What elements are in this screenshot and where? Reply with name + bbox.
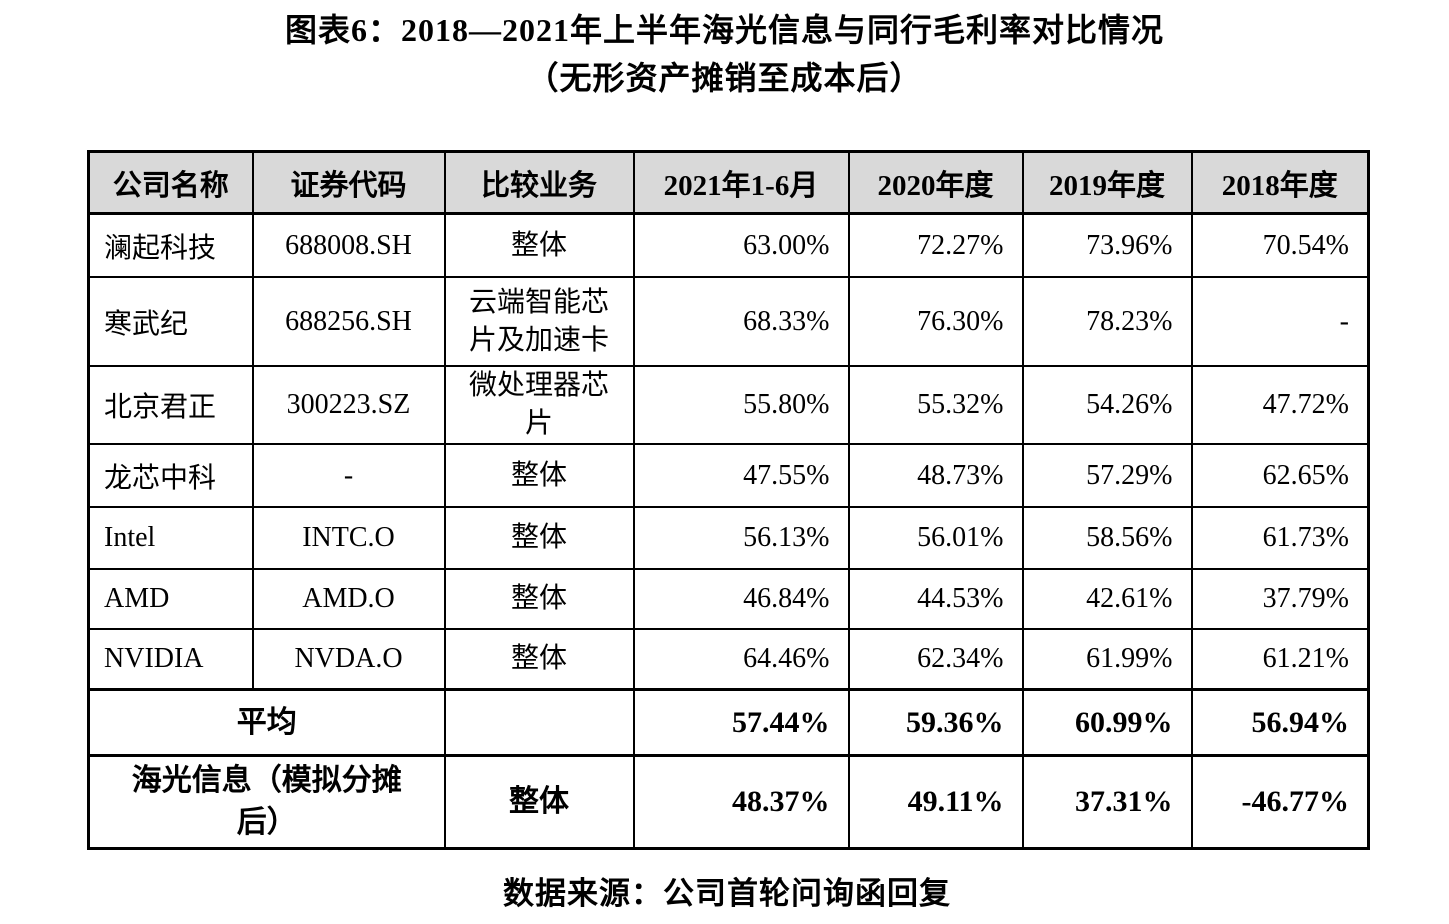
table-row: NVIDIA NVDA.O 整体 64.46% 62.34% 61.99% 61… [87, 628, 1370, 691]
figure-title: 图表6：2018—2021年上半年海光信息与同行毛利率对比情况 （无形资产摊销至… [0, 6, 1449, 102]
business-cell: 整体 [443, 628, 635, 691]
company-cell: NVIDIA [87, 628, 254, 691]
value-cell: 61.21% [1190, 628, 1370, 691]
header-cell-2020: 2020年度 [847, 150, 1024, 215]
value-cell: 62.34% [847, 628, 1024, 691]
company-cell: 北京君正 [87, 365, 254, 445]
code-cell: 300223.SZ [251, 365, 446, 445]
header-cell-company: 公司名称 [87, 150, 254, 215]
company-cell: Intel [87, 506, 254, 570]
code-cell: NVDA.O [251, 628, 446, 691]
table-row: Intel INTC.O 整体 56.13% 56.01% 58.56% 61.… [87, 506, 1370, 570]
gross-margin-comparison-table: 公司名称 证券代码 比较业务 2021年1-6月 2020年度 2019年度 2… [87, 150, 1370, 850]
value-cell: 55.32% [847, 365, 1024, 445]
haiguang-row: 海光信息（模拟分摊后） 整体 48.37% 49.11% 37.31% -46.… [87, 754, 1370, 850]
business-cell: 整体 [443, 568, 635, 630]
header-row: 公司名称 证券代码 比较业务 2021年1-6月 2020年度 2019年度 2… [87, 150, 1370, 215]
value-cell: 70.54% [1190, 212, 1370, 278]
figure-title-line1: 图表6：2018—2021年上半年海光信息与同行毛利率对比情况 [284, 12, 1164, 48]
value-cell: 48.73% [847, 443, 1024, 508]
business-cell: 整体 [443, 754, 635, 850]
value-cell: 56.01% [847, 506, 1024, 570]
table-row: 北京君正 300223.SZ 微处理器芯片 55.80% 55.32% 54.2… [87, 365, 1370, 445]
figure-title-line2: （无形资产摊销至成本后） [526, 60, 923, 96]
value-cell: 57.29% [1021, 443, 1193, 508]
value-cell: 37.31% [1021, 754, 1193, 850]
code-cell: 688008.SH [251, 212, 446, 278]
value-cell: 46.84% [632, 568, 850, 630]
business-cell: 整体 [443, 212, 635, 278]
company-cell: 龙芯中科 [87, 443, 254, 508]
value-cell: 44.53% [847, 568, 1024, 630]
business-cell: 云端智能芯片及加速卡 [443, 276, 635, 367]
value-cell: 59.36% [847, 688, 1024, 757]
header-cell-code: 证券代码 [251, 150, 446, 215]
value-cell: 47.55% [632, 443, 850, 508]
haiguang-label-cell: 海光信息（模拟分摊后） [87, 754, 446, 850]
value-cell: 61.73% [1190, 506, 1370, 570]
value-cell: 68.33% [632, 276, 850, 367]
value-cell: 49.11% [847, 754, 1024, 850]
value-cell: 37.79% [1190, 568, 1370, 630]
value-cell: 47.72% [1190, 365, 1370, 445]
value-cell: 54.26% [1021, 365, 1193, 445]
value-cell: 73.96% [1021, 212, 1193, 278]
value-cell: 78.23% [1021, 276, 1193, 367]
value-cell: 61.99% [1021, 628, 1193, 691]
value-cell: 56.13% [632, 506, 850, 570]
value-cell: 55.80% [632, 365, 850, 445]
value-cell: 57.44% [632, 688, 850, 757]
header-cell-2021h1: 2021年1-6月 [632, 150, 850, 215]
value-cell: - [1190, 276, 1370, 367]
table-row: 澜起科技 688008.SH 整体 63.00% 72.27% 73.96% 7… [87, 212, 1370, 278]
value-cell: 48.37% [632, 754, 850, 850]
table-row: 寒武纪 688256.SH 云端智能芯片及加速卡 68.33% 76.30% 7… [87, 276, 1370, 367]
value-cell: 56.94% [1190, 688, 1370, 757]
business-cell [443, 688, 635, 757]
data-source-note: 数据来源：公司首轮问询函回复 [503, 876, 951, 911]
code-cell: INTC.O [251, 506, 446, 570]
code-cell: 688256.SH [251, 276, 446, 367]
company-cell: 澜起科技 [87, 212, 254, 278]
business-cell: 微处理器芯片 [443, 365, 635, 445]
table-row: 龙芯中科 - 整体 47.55% 48.73% 57.29% 62.65% [87, 443, 1370, 508]
code-cell: - [251, 443, 446, 508]
average-label-cell: 平均 [87, 688, 446, 757]
header-cell-2018: 2018年度 [1190, 150, 1370, 215]
value-cell: 42.61% [1021, 568, 1193, 630]
value-cell: 60.99% [1021, 688, 1193, 757]
code-cell: AMD.O [251, 568, 446, 630]
business-cell: 整体 [443, 506, 635, 570]
value-cell: 58.56% [1021, 506, 1193, 570]
header-cell-2019: 2019年度 [1021, 150, 1193, 215]
business-cell: 整体 [443, 443, 635, 508]
value-cell: 64.46% [632, 628, 850, 691]
average-row: 平均 57.44% 59.36% 60.99% 56.94% [87, 688, 1370, 757]
company-cell: AMD [87, 568, 254, 630]
company-cell: 寒武纪 [87, 276, 254, 367]
header-cell-business: 比较业务 [443, 150, 635, 215]
value-cell: 62.65% [1190, 443, 1370, 508]
value-cell: 63.00% [632, 212, 850, 278]
value-cell: 76.30% [847, 276, 1024, 367]
table-row: AMD AMD.O 整体 46.84% 44.53% 42.61% 37.79% [87, 568, 1370, 630]
value-cell: 72.27% [847, 212, 1024, 278]
value-cell: -46.77% [1190, 754, 1370, 850]
